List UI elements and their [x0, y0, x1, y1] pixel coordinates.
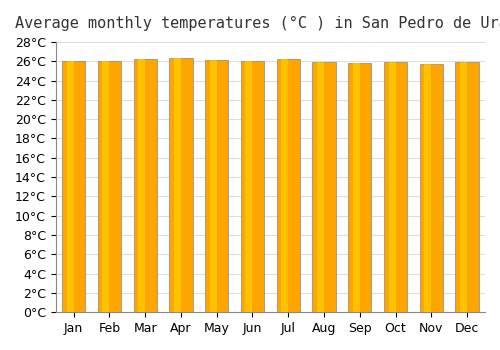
Bar [456, 62, 478, 312]
Bar [312, 62, 336, 312]
Bar [388, 62, 396, 312]
Bar [460, 62, 467, 312]
Bar [66, 61, 73, 312]
Bar [241, 61, 264, 312]
Bar [170, 58, 192, 312]
Bar [317, 62, 324, 312]
Bar [353, 63, 360, 312]
Bar [205, 60, 229, 312]
Bar [420, 64, 443, 312]
Bar [282, 59, 288, 312]
Bar [138, 59, 145, 312]
Bar [134, 59, 157, 312]
Title: Average monthly temperatures (°C ) in San Pedro de Urabá: Average monthly temperatures (°C ) in Sa… [15, 15, 500, 31]
Bar [384, 62, 407, 312]
Bar [210, 60, 216, 312]
Bar [348, 63, 372, 312]
Bar [424, 64, 432, 312]
Bar [98, 61, 121, 312]
Bar [102, 61, 110, 312]
Bar [276, 59, 300, 312]
Bar [246, 61, 252, 312]
Bar [62, 61, 85, 312]
Bar [174, 58, 181, 312]
